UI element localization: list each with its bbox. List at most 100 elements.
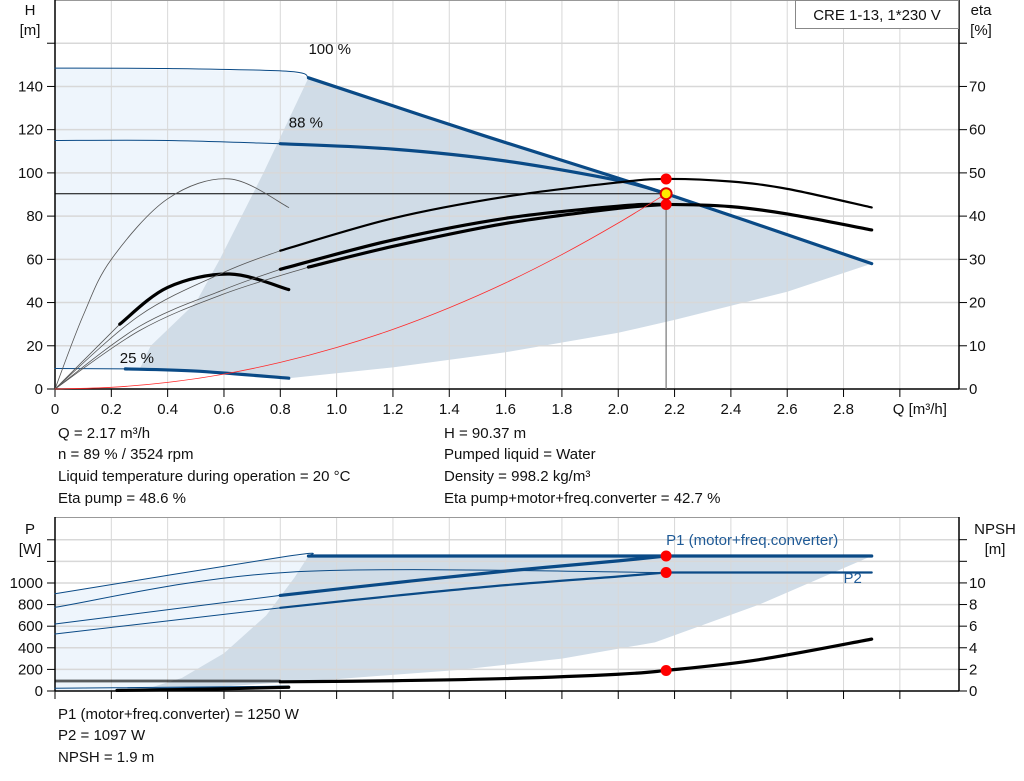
head-curve-9: [54, 250, 281, 390]
head-curve-13: [54, 266, 309, 390]
power-right-tick-label: 6: [969, 618, 977, 635]
power-left-tick-label: 400: [18, 640, 43, 657]
power-curve-6: [54, 607, 281, 635]
power-curve-13: [278, 637, 874, 684]
head-right-tick-label: 70: [969, 78, 986, 95]
head-region-0: [55, 68, 309, 370]
x-axis-label: Q [m³/h]: [893, 401, 947, 418]
head-right-tick-label: 40: [969, 208, 986, 225]
head-left-axis-name: H: [25, 2, 36, 19]
head-curve-12: [278, 202, 874, 271]
power-left-tick-label: 1000: [10, 575, 43, 592]
x-tick-label: 0.6: [214, 401, 235, 418]
x-tick-label: 0: [51, 401, 59, 418]
head-left-axis-unit: [m]: [20, 22, 41, 39]
head-right-axis-name: eta: [971, 2, 993, 19]
power-curve-0: [54, 552, 314, 595]
power-marker-2: [660, 664, 672, 676]
x-tick-label: 0.4: [157, 401, 178, 418]
power-left-tick-label: 200: [18, 661, 43, 678]
head-curve-10: [279, 177, 873, 252]
power-curve-12: [115, 685, 291, 693]
head-curve-5: [123, 367, 291, 380]
info-speed: n = 89 % / 3524 rpm: [58, 446, 194, 463]
power-right-tick-label: 8: [969, 597, 977, 614]
head-right-tick-label: 50: [969, 165, 986, 182]
x-tick-label: 1.6: [495, 401, 516, 418]
head-right-tick-label: 60: [969, 122, 986, 139]
head-curve-1: [306, 76, 874, 266]
head-curve-14: [306, 202, 668, 269]
info-p1: P1 (motor+freq.converter) = 1250 W: [58, 706, 299, 723]
head-left-tick-label: 60: [26, 251, 43, 268]
power-curve-5: [278, 554, 668, 598]
power-curve-4: [54, 594, 281, 625]
power-marker-0: [660, 550, 672, 562]
power-right-tick-label: 2: [969, 661, 977, 678]
info-p2: P2 = 1097 W: [58, 727, 146, 744]
info-pumped-liquid: Pumped liquid = Water: [444, 446, 596, 463]
head-left-tick-label: 80: [26, 208, 43, 225]
info-eta-pump: Eta pump = 48.6 %: [58, 490, 186, 507]
head-right-tick-label: 0: [969, 381, 977, 398]
x-tick-label: 0.8: [270, 401, 291, 418]
power-right-tick-label: 0: [969, 683, 977, 700]
head-left-tick-label: 40: [26, 295, 43, 312]
x-tick-label: 1.4: [439, 401, 460, 418]
head-curve-11: [54, 268, 281, 390]
power-left-tick-label: 600: [18, 618, 43, 635]
info-eta-total: Eta pump+motor+freq.converter = 42.7 %: [444, 490, 721, 507]
power-left-axis-unit: [W]: [19, 541, 42, 558]
power-right-axis-unit: [m]: [985, 541, 1006, 558]
head-curve-7: [54, 323, 121, 390]
head-curve-15: [54, 193, 667, 390]
title-box-text: CRE 1-13, 1*230 V: [813, 7, 941, 24]
head-right-tick-label: 30: [969, 251, 986, 268]
info-flow: Q = 2.17 m³/h: [58, 425, 151, 442]
head-right-tick-label: 10: [969, 338, 986, 355]
head-curve-2: [54, 139, 281, 145]
x-tick-label: 1.2: [383, 401, 404, 418]
x-tick-label: 1.8: [551, 401, 572, 418]
head-marker-1: [660, 198, 672, 210]
info-density: Density = 998.2 kg/m³: [444, 468, 591, 485]
info-npsh: NPSH = 1.9 m: [58, 749, 155, 766]
head-left-tick-label: 20: [26, 338, 43, 355]
power-curve-label: P2: [844, 570, 862, 587]
head-marker-0: [660, 173, 672, 185]
x-tick-label: 1.0: [326, 401, 347, 418]
power-curve-2: [54, 569, 667, 608]
power-left-axis-name: P: [25, 521, 35, 538]
head-curve-8: [118, 272, 291, 326]
power-right-tick-label: 4: [969, 640, 977, 657]
title-box: [795, 0, 959, 29]
power-left-tick-label: 800: [18, 597, 43, 614]
x-tick-label: 2.6: [777, 401, 798, 418]
power-right-axis-name: NPSH: [974, 521, 1016, 538]
x-tick-label: 2.2: [664, 401, 685, 418]
head-left-tick-label: 100: [18, 165, 43, 182]
head-left-tick-label: 120: [18, 122, 43, 139]
x-tick-label: 2.0: [608, 401, 629, 418]
power-curve-7: [279, 571, 668, 609]
power-marker-1: [660, 567, 672, 579]
power-region-0: [55, 555, 309, 691]
power-left-tick-label: 0: [35, 683, 43, 700]
info-liquid-temperature: Liquid temperature during operation = 20…: [58, 468, 351, 485]
head-curve-6: [54, 178, 290, 390]
head-right-axis-unit: [%]: [970, 22, 992, 39]
head-curve-label: 25 %: [120, 350, 154, 367]
x-tick-label: 2.4: [720, 401, 741, 418]
head-right-tick-label: 20: [969, 295, 986, 312]
x-tick-label: 0.2: [101, 401, 122, 418]
power-right-tick-label: 10: [969, 575, 986, 592]
head-curve-0: [54, 67, 309, 79]
x-tick-label: 2.8: [833, 401, 854, 418]
head-curve-label: 88 %: [289, 115, 323, 132]
head-marker-2: [659, 187, 673, 201]
power-curve-label: P1 (motor+freq.converter): [666, 532, 838, 549]
info-head: H = 90.37 m: [444, 425, 527, 442]
head-left-tick-label: 140: [18, 78, 43, 95]
head-curve-label: 100 %: [308, 41, 351, 58]
